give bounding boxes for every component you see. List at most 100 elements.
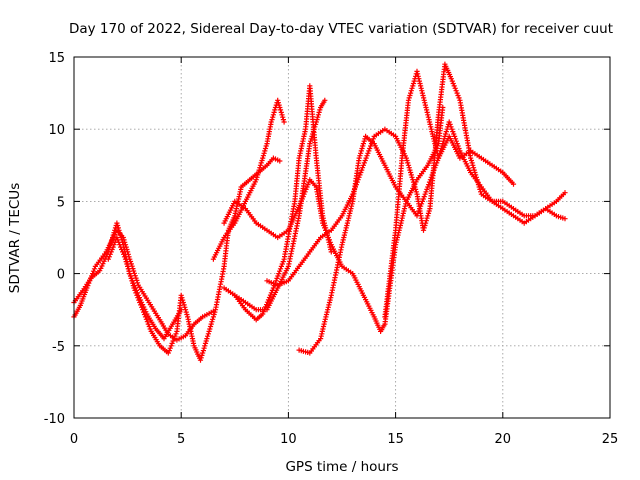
data-point <box>260 153 266 159</box>
data-point <box>120 249 126 255</box>
data-point <box>448 124 454 130</box>
data-point <box>146 323 152 330</box>
data-point <box>107 251 113 257</box>
data-point <box>405 160 411 166</box>
data-point <box>315 112 321 118</box>
data-point <box>181 302 187 308</box>
data-point <box>165 350 171 356</box>
data-point <box>357 172 363 178</box>
data-point <box>255 169 261 176</box>
data-point <box>183 309 189 315</box>
data-point <box>100 261 106 267</box>
data-point <box>362 157 368 164</box>
data-point <box>307 141 313 147</box>
data-point <box>91 266 98 272</box>
data-point <box>139 304 145 310</box>
data-point <box>423 218 429 224</box>
data-point <box>407 92 413 99</box>
data-point <box>142 314 149 320</box>
data-point <box>274 275 280 281</box>
data-point <box>180 297 186 303</box>
series-arc-3 <box>105 155 283 363</box>
series-arc-9 <box>264 61 568 288</box>
data-point <box>178 292 184 298</box>
y-tick-label: 5 <box>57 195 65 210</box>
data-point <box>182 307 189 313</box>
series-line <box>384 70 566 317</box>
data-point <box>328 249 334 255</box>
data-point <box>256 167 262 173</box>
data-point <box>110 244 116 250</box>
data-point <box>269 287 275 293</box>
data-point <box>172 333 178 339</box>
data-point <box>426 208 432 214</box>
data-point <box>258 160 264 166</box>
y-tick-label: 15 <box>48 51 65 66</box>
data-point <box>137 299 143 306</box>
data-point <box>280 259 286 265</box>
data-point <box>202 340 209 346</box>
data-point <box>105 256 111 262</box>
data-point <box>411 182 417 188</box>
series-arc-1 <box>71 227 216 343</box>
data-point <box>322 97 328 103</box>
data-point <box>278 263 284 269</box>
data-point <box>143 316 149 322</box>
data-point <box>254 174 260 180</box>
data-point <box>352 184 358 190</box>
data-point <box>456 95 462 101</box>
data-point <box>278 109 284 115</box>
data-point <box>436 153 442 159</box>
data-point <box>266 294 273 301</box>
data-point <box>454 90 460 96</box>
data-point <box>443 129 449 135</box>
data-point <box>452 136 459 142</box>
data-point <box>138 302 144 308</box>
data-point <box>281 119 287 125</box>
data-point <box>452 133 458 139</box>
data-point <box>130 280 136 286</box>
data-point <box>275 100 281 106</box>
data-point <box>356 174 362 180</box>
data-point <box>117 242 123 248</box>
data-point <box>200 350 206 356</box>
data-point <box>115 237 121 243</box>
x-tick-label: 20 <box>495 432 512 447</box>
data-point <box>119 246 125 253</box>
data-series <box>71 61 568 363</box>
data-point <box>443 131 449 137</box>
data-point <box>359 165 366 171</box>
data-point <box>141 311 148 318</box>
data-point <box>440 138 447 144</box>
data-point <box>262 148 268 154</box>
data-point <box>136 297 142 303</box>
data-point <box>470 162 476 168</box>
data-point <box>471 167 477 173</box>
data-point <box>450 129 456 135</box>
data-point <box>368 141 375 147</box>
data-point <box>406 165 412 171</box>
data-point <box>425 213 431 219</box>
data-point <box>277 268 283 274</box>
data-point <box>444 126 450 132</box>
data-point <box>420 227 427 233</box>
data-point <box>354 179 360 185</box>
data-point <box>134 292 140 298</box>
data-point <box>111 242 117 248</box>
data-point <box>280 117 286 123</box>
data-point <box>127 273 134 279</box>
data-point <box>117 232 124 238</box>
data-point <box>449 78 455 84</box>
data-point <box>207 323 214 330</box>
data-point <box>450 80 456 87</box>
data-point <box>132 287 138 293</box>
data-point <box>212 309 218 315</box>
data-point <box>209 319 215 325</box>
data-point <box>111 230 117 236</box>
data-point <box>447 121 453 127</box>
chart-title: Day 170 of 2022, Sidereal Day-to-day VTE… <box>69 21 613 37</box>
data-point <box>262 145 269 152</box>
data-point <box>125 266 131 272</box>
data-point <box>406 95 412 101</box>
